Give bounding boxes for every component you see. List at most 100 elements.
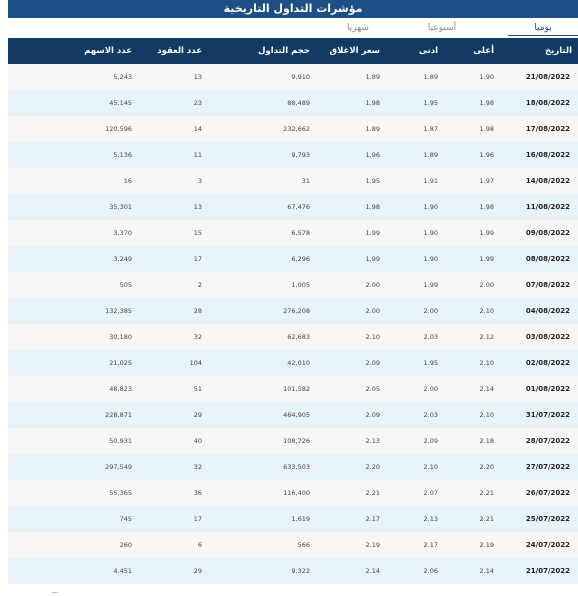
cell-low: 1.89	[423, 151, 438, 159]
table-row: 02/08/2022 2.10 1.95 2.09 42,010 104 21,025	[8, 350, 578, 376]
cell-high: 2.10	[479, 411, 494, 419]
tab-daily[interactable]: يوميا	[508, 21, 578, 36]
cell-shares: 132,385	[105, 307, 132, 315]
cell-low: 1.99	[423, 281, 438, 289]
cell-trades: 17	[193, 255, 202, 263]
cell-volume: 31	[301, 177, 310, 185]
cell-trades: 6	[197, 541, 202, 549]
table-row: 31/07/2022 2.10 2.03 2.09 464,905 29 228,871	[8, 402, 578, 428]
cell-shares: 16	[123, 177, 132, 185]
cell-low: 2.00	[423, 385, 438, 393]
cell-shares: 21,025	[109, 359, 132, 367]
cell-trades: 36	[193, 489, 202, 497]
cell-date: 01/08/2022	[525, 385, 570, 393]
cell-date: 28/07/2022	[525, 437, 570, 445]
cell-low: 1.90	[423, 203, 438, 211]
cell-trades: 11	[193, 151, 202, 159]
table-row: 16/08/2022 1.96 1.89 1.96 9,793 11 5,136	[8, 142, 578, 168]
cell-low: 2.00	[423, 307, 438, 315]
column-header-trades[interactable]: عدد العقود	[157, 46, 202, 56]
column-header-high[interactable]: أعلى	[473, 46, 494, 56]
cell-close: 2.21	[365, 489, 380, 497]
cell-volume: 566	[297, 541, 310, 549]
cell-low: 1.95	[423, 99, 438, 107]
cell-low: 2.10	[423, 463, 438, 471]
cell-volume: 88,489	[287, 99, 310, 107]
cell-high: 2.00	[479, 281, 494, 289]
table-row: 04/08/2022 2.10 2.00 2.00 276,208 28 132,385	[8, 298, 578, 324]
cell-shares: 50,931	[109, 437, 132, 445]
cell-low: 2.13	[423, 515, 438, 523]
table-row: 08/08/2022 1.99 1.90 1.99 6,296 17 3,249	[8, 246, 578, 272]
trading-history-table: التاريخ أعلى ادنى سعر الاغلاق حجم التداو…	[8, 38, 578, 584]
footer-divider	[52, 592, 58, 593]
tab-monthly[interactable]: شهريا	[347, 23, 369, 33]
table-row: 14/08/2022 1.97 1.91 1.95 31 3 16	[8, 168, 578, 194]
table-row: 21/08/2022 1.90 1.89 1.89 9,910 13 5,243	[8, 64, 578, 90]
table-row: 18/08/2022 1.98 1.95 1.98 88,489 23 45,145	[8, 90, 578, 116]
cell-close: 1.89	[365, 73, 380, 81]
cell-date: 09/08/2022	[525, 229, 570, 237]
cell-low: 1.87	[423, 125, 438, 133]
cell-volume: 67,476	[287, 203, 310, 211]
cell-trades: 3	[197, 177, 202, 185]
cell-high: 1.98	[479, 125, 494, 133]
cell-high: 2.19	[479, 541, 494, 549]
cell-shares: 55,365	[109, 489, 132, 497]
table-row: 03/08/2022 2.12 2.03 2.10 62,683 32 30,180	[8, 324, 578, 350]
cell-high: 1.97	[479, 177, 494, 185]
cell-volume: 9,793	[291, 151, 310, 159]
column-header-close[interactable]: سعر الاغلاق	[329, 46, 380, 56]
column-header-low[interactable]: ادنى	[418, 46, 438, 56]
tab-weekly[interactable]: أسبوعيا	[427, 23, 457, 33]
cell-shares: 3,249	[113, 255, 132, 263]
cell-close: 2.00	[365, 281, 380, 289]
cell-shares: 228,871	[105, 411, 132, 419]
cell-close: 2.17	[365, 515, 380, 523]
cell-trades: 13	[193, 73, 202, 81]
cell-volume: 1,619	[291, 515, 310, 523]
cell-shares: 48,823	[109, 385, 132, 393]
cell-date: 07/08/2022	[525, 281, 570, 289]
cell-low: 2.06	[423, 567, 438, 575]
column-header-date[interactable]: التاريخ	[545, 46, 572, 56]
cell-high: 2.14	[479, 567, 494, 575]
cell-date: 21/08/2022	[525, 73, 570, 81]
cell-trades: 32	[193, 333, 202, 341]
cell-close: 1.96	[365, 151, 380, 159]
column-header-shares[interactable]: عدد الاسهم	[84, 46, 132, 56]
table-row: 24/07/2022 2.19 2.17 2.19 566 6 260	[8, 532, 578, 558]
cell-close: 2.09	[365, 359, 380, 367]
cell-volume: 9,910	[291, 73, 310, 81]
cell-high: 2.20	[479, 463, 494, 471]
cell-low: 2.17	[423, 541, 438, 549]
cell-date: 24/07/2022	[525, 541, 570, 549]
cell-close: 2.05	[365, 385, 380, 393]
column-header-volume[interactable]: حجم التداول	[258, 46, 310, 56]
cell-high: 1.96	[479, 151, 494, 159]
table-header-row: التاريخ أعلى ادنى سعر الاغلاق حجم التداو…	[8, 38, 578, 64]
cell-low: 2.03	[423, 333, 438, 341]
cell-date: 26/07/2022	[525, 489, 570, 497]
table-row: 28/07/2022 2.18 2.09 2.13 108,726 40 50,931	[8, 428, 578, 454]
cell-shares: 505	[119, 281, 132, 289]
cell-date: 11/08/2022	[525, 203, 570, 211]
cell-close: 1.98	[365, 99, 380, 107]
cell-low: 1.90	[423, 255, 438, 263]
cell-volume: 6,296	[291, 255, 310, 263]
cell-high: 2.18	[479, 437, 494, 445]
table-body: 21/08/2022 1.90 1.89 1.89 9,910 13 5,243 18/08/…	[8, 64, 578, 584]
cell-low: 1.89	[423, 73, 438, 81]
cell-date: 27/07/2022	[525, 463, 570, 471]
cell-close: 1.99	[365, 255, 380, 263]
cell-trades: 23	[193, 99, 202, 107]
cell-volume: 116,400	[283, 489, 310, 497]
table-row: 01/08/2022 2.14 2.00 2.05 101,582 51 48,823	[8, 376, 578, 402]
cell-high: 2.12	[479, 333, 494, 341]
period-tabs: يوميا أسبوعيا شهريا	[8, 18, 578, 38]
cell-low: 2.03	[423, 411, 438, 419]
cell-trades: 15	[193, 229, 202, 237]
cell-volume: 9,322	[291, 567, 310, 575]
cell-close: 2.20	[365, 463, 380, 471]
cell-date: 08/08/2022	[525, 255, 570, 263]
